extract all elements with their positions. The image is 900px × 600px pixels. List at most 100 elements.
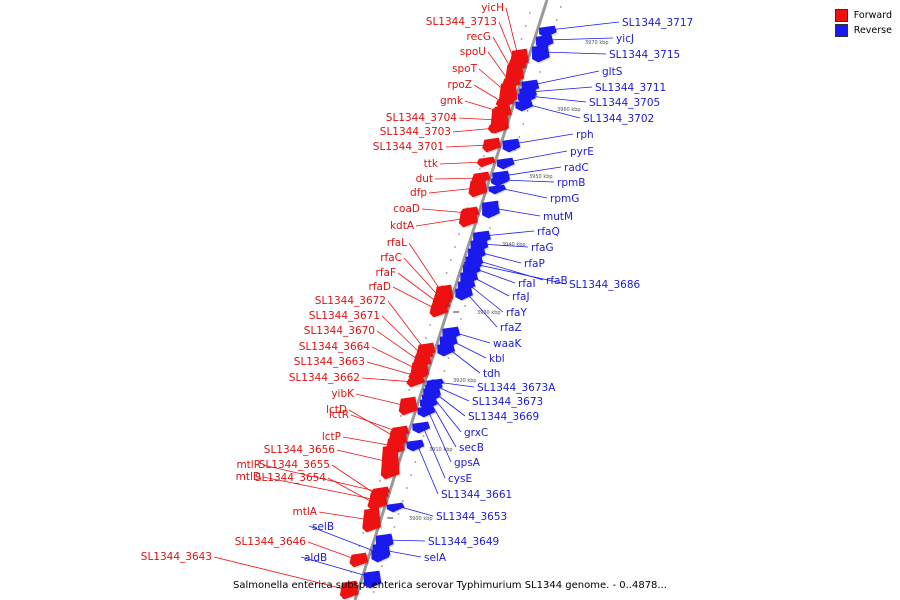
gene-label-radC[interactable]: radC [564, 162, 589, 174]
gene-label-selA[interactable]: selA [424, 552, 447, 564]
gene-label-mtlD[interactable]: mtlD [236, 471, 261, 483]
gene-feature-ttk[interactable] [476, 156, 496, 168]
gene-feature-tdh[interactable] [437, 342, 455, 357]
gene-label-yicH[interactable]: yicH [481, 2, 504, 14]
gene-label-rpmG[interactable]: rpmG [550, 193, 579, 205]
gene-label-mtlA[interactable]: mtlA [293, 506, 318, 518]
gene-label-SL1344_3713[interactable]: SL1344_3713 [426, 16, 497, 28]
gene-label-mtlR[interactable]: mtlR [236, 459, 261, 471]
gene-label-SL1344_3653[interactable]: SL1344_3653 [436, 511, 507, 523]
gene-feature-mutM[interactable] [482, 200, 500, 219]
gene-label-kdtA[interactable]: kdtA [390, 220, 415, 232]
gene-feature-aldB[interactable] [363, 570, 382, 589]
gene-label-SL1344_3703[interactable]: SL1344_3703 [380, 126, 451, 138]
gene-label-spoT[interactable]: spoT [452, 63, 478, 75]
gene-label-yibK[interactable]: yibK [331, 388, 355, 400]
gene-label-rfaY[interactable]: rfaY [506, 307, 527, 319]
gene-label-rfaF[interactable]: rfaF [376, 267, 397, 279]
gene-label-gmk[interactable]: gmk [440, 95, 464, 107]
gene-feature-SL1344_3715[interactable] [532, 44, 550, 63]
gene-label-selB[interactable]: selB [312, 521, 334, 533]
gene-feature-dfp[interactable] [468, 178, 488, 198]
gene-label-lctR[interactable]: lctR [329, 409, 349, 421]
gene-feature-gpsA[interactable] [417, 405, 436, 418]
gene-label-coaD[interactable]: coaD [393, 203, 420, 215]
gene-feature-mtlA[interactable] [362, 507, 381, 533]
gene-feature-kdtA[interactable] [458, 208, 478, 228]
gene-label-SL1344_3654[interactable]: SL1344_3654 [255, 472, 327, 484]
gene-label-SL1344_3664[interactable]: SL1344_3664 [299, 341, 371, 353]
gene-label-mutM[interactable]: mutM [543, 211, 573, 223]
gene-feature-rph[interactable] [502, 138, 521, 153]
gene-label-SL1344_3701[interactable]: SL1344_3701 [373, 141, 444, 153]
gene-label-recG[interactable]: recG [467, 31, 491, 43]
gene-feature-rpmG[interactable] [488, 184, 507, 195]
gene-feature-cysE[interactable] [412, 421, 431, 434]
gene-label-rfaC[interactable]: rfaC [380, 252, 402, 264]
gene-label-SL1344_3649[interactable]: SL1344_3649 [428, 536, 499, 548]
gene-label-grxC[interactable]: grxC [464, 427, 488, 439]
gene-label-gpsA[interactable]: gpsA [454, 457, 481, 469]
gene-feature-SL1344_3653[interactable] [386, 502, 405, 513]
gene-label-rph[interactable]: rph [576, 129, 594, 141]
gene-label-SL1344_3673A[interactable]: SL1344_3673A [477, 382, 556, 394]
gene-label-SL1344_3671[interactable]: SL1344_3671 [309, 310, 380, 322]
gene-feature-SL1344_3702[interactable] [515, 99, 534, 112]
gene-label-rfaJ[interactable]: rfaJ [512, 291, 530, 303]
gene-label-lctD[interactable]: lctD [326, 404, 347, 416]
gene-label-waaK[interactable]: waaK [493, 338, 522, 350]
gene-label-aldB[interactable]: aldB [304, 552, 327, 564]
gene-label-SL1344_3717[interactable]: SL1344_3717 [622, 17, 693, 29]
gene-feature-SL1344_3646[interactable] [349, 552, 369, 568]
gene-feature-SL1344_3703[interactable] [487, 122, 507, 134]
gene-label-SL1344_3643[interactable]: SL1344_3643 [141, 551, 212, 563]
gene-label-SL1344_3704[interactable]: SL1344_3704 [386, 112, 458, 124]
gene-label-SL1344_3663[interactable]: SL1344_3663 [294, 356, 365, 368]
gene-label-SL1344_3661[interactable]: SL1344_3661 [441, 489, 512, 501]
gene-label-lctP[interactable]: lctP [322, 431, 341, 443]
gene-feature-rpmB[interactable] [491, 176, 509, 187]
gene-label-rfaP[interactable]: rfaP [524, 258, 545, 270]
gene-label-rfaL[interactable]: rfaL [387, 237, 407, 249]
gene-label-SL1344_3656[interactable]: SL1344_3656 [264, 444, 336, 456]
gene-feature-SL1344_3656[interactable] [380, 444, 400, 480]
gene-label-rfaQ[interactable]: rfaQ [537, 226, 560, 238]
gene-label-rfaZ[interactable]: rfaZ [500, 322, 522, 334]
gene-label-rfaI[interactable]: rfaI [518, 278, 536, 290]
gene-label-SL1344_3686[interactable]: SL1344_3686 [569, 279, 641, 291]
gene-label-rpoZ[interactable]: rpoZ [447, 79, 472, 91]
gene-feature-SL1344_3701[interactable] [482, 137, 501, 153]
gene-feature-SL1344_3686[interactable] [464, 259, 482, 272]
gene-label-SL1344_3672[interactable]: SL1344_3672 [315, 295, 386, 307]
gene-label-tdh[interactable]: tdh [483, 368, 500, 380]
gene-feature-rfaZ[interactable] [455, 286, 473, 301]
gene-label-SL1344_3702[interactable]: SL1344_3702 [583, 113, 654, 125]
gene-feature-SL1344_3643[interactable] [339, 580, 359, 600]
gene-label-ttk[interactable]: ttk [424, 158, 439, 170]
gene-feature-rfaD[interactable] [429, 302, 449, 318]
gene-label-rfaG[interactable]: rfaG [531, 242, 554, 254]
gene-label-rfaB[interactable]: rfaB [546, 275, 568, 287]
gene-feature-selB[interactable] [371, 548, 390, 563]
gene-feature-SL1344_3717[interactable] [539, 25, 557, 38]
gene-label-SL1344_3669[interactable]: SL1344_3669 [468, 411, 539, 423]
gene-label-SL1344_3655[interactable]: SL1344_3655 [259, 459, 330, 471]
gene-label-pyrE[interactable]: pyrE [570, 146, 594, 158]
gene-label-SL1344_3711[interactable]: SL1344_3711 [595, 82, 666, 94]
gene-feature-SL1344_3661[interactable] [406, 439, 425, 452]
gene-label-spoU[interactable]: spoU [460, 46, 486, 58]
gene-feature-yibK[interactable] [398, 396, 418, 416]
gene-label-SL1344_3705[interactable]: SL1344_3705 [589, 97, 660, 109]
gene-label-rfaD[interactable]: rfaD [368, 281, 391, 293]
gene-label-SL1344_3670[interactable]: SL1344_3670 [304, 325, 375, 337]
gene-label-SL1344_3715[interactable]: SL1344_3715 [609, 49, 680, 61]
gene-feature-SL1344_3654[interactable] [367, 497, 387, 511]
gene-label-dfp[interactable]: dfp [410, 187, 427, 199]
gene-label-dut[interactable]: dut [416, 173, 433, 185]
gene-label-SL1344_3673[interactable]: SL1344_3673 [472, 396, 543, 408]
gene-label-SL1344_3646[interactable]: SL1344_3646 [235, 536, 307, 548]
gene-label-SL1344_3662[interactable]: SL1344_3662 [289, 372, 360, 384]
gene-label-cysE[interactable]: cysE [448, 473, 472, 485]
gene-feature-pyrE[interactable] [496, 157, 515, 170]
gene-label-secB[interactable]: secB [459, 442, 484, 454]
